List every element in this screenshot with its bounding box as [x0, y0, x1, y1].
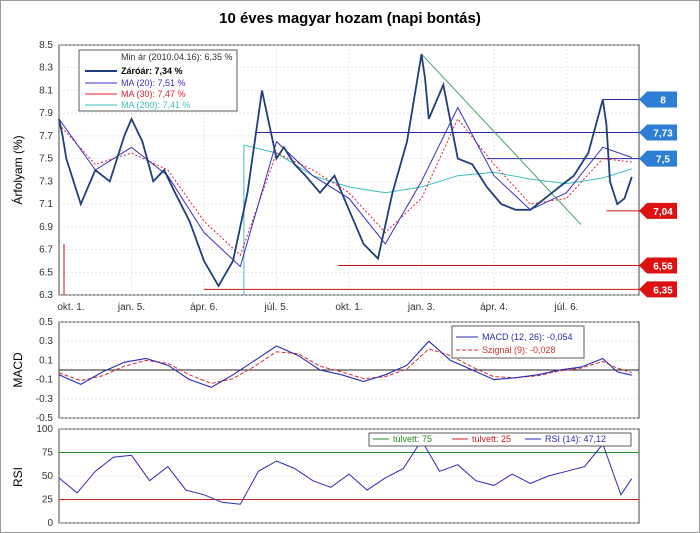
ma200-line — [243, 144, 632, 194]
price-legend-box — [78, 49, 238, 112]
chart-title: 10 éves magyar hozam (napi bontás) — [219, 10, 481, 27]
price-flag-shape — [639, 124, 677, 141]
price-flag-label: 7,5 — [656, 155, 670, 166]
price-y-tick-label: 8.5 — [39, 40, 53, 51]
price-y-tick-label: 6.5 — [39, 267, 53, 278]
rsi-legend-box — [368, 432, 632, 447]
macd-grid — [59, 321, 639, 419]
ma20-line — [58, 106, 632, 268]
macd-y-tick-label: -0.5 — [36, 413, 54, 424]
price-lines — [58, 53, 639, 295]
rsi-line — [58, 439, 633, 505]
price-flag-label: 7,73 — [653, 129, 673, 140]
macd-lines — [58, 340, 639, 388]
macd-y-ticks: 0.5 0.3 0.1 -0.1 -0.3 -0.5 — [36, 317, 54, 424]
price-flag: 7,73 — [639, 124, 677, 141]
price-flag-shape — [639, 257, 677, 274]
price-y-tick-label: 6.9 — [39, 222, 53, 233]
price-legend: Min ár (2010.04.16): 6,35 % Záróár: 7,34… — [78, 49, 238, 112]
x-tick-label: ápr. 4. — [480, 302, 508, 313]
macd-y-tick-label: 0.1 — [39, 355, 53, 366]
price-flag: 7,04 — [639, 202, 677, 219]
price-flag: 6,35 — [639, 281, 677, 298]
close-price-line — [58, 53, 633, 288]
legend-close: Záróár: 7,34 % — [121, 66, 183, 76]
x-tick-label: okt. 1. — [335, 302, 362, 313]
macd-y-tick-label: 0.3 — [39, 336, 53, 347]
rsi-legend: túlvett: 75 túlvett: 25 RSI (14): 47,12 — [368, 432, 632, 447]
price-flag-label: 8 — [660, 96, 666, 107]
legend-ob: túlvett: 75 — [393, 434, 432, 444]
x-tick-label: júl. 5. — [264, 302, 289, 313]
price-flag-shape — [639, 202, 677, 219]
x-tick-label: okt. 1. — [57, 302, 84, 313]
trend-line — [421, 53, 582, 225]
rsi-lines — [58, 439, 639, 505]
rsi-y-tick-label: 25 — [42, 495, 54, 506]
price-y-tick-label: 7.1 — [39, 199, 53, 210]
macd-y-tick-label: -0.3 — [36, 394, 54, 405]
macd-line — [58, 340, 632, 388]
legend-rsi: RSI (14): 47,12 — [545, 434, 606, 444]
rsi-y-label: RSI — [11, 467, 25, 487]
price-y-label: Árfolyam (%) — [10, 135, 25, 204]
legend-os: túlvett: 25 — [472, 434, 511, 444]
legend-ma30: MA (30): 7,47 % — [121, 89, 186, 99]
price-y-tick-label: 8.3 — [39, 63, 53, 74]
legend-min: Min ár (2010.04.16): 6,35 % — [121, 52, 233, 62]
price-flag-label: 6,35 — [653, 285, 673, 296]
price-y-tick-label: 6.3 — [39, 290, 53, 301]
macd-legend-box — [451, 325, 585, 359]
x-ticks: okt. 1. jan. 5. ápr. 6. júl. 5. okt. 1. jan. … — [57, 302, 578, 313]
price-flag-shape — [639, 281, 677, 298]
x-tick-label: júl. 6. — [554, 302, 579, 313]
price-y-tick-label: 8.1 — [39, 85, 53, 96]
legend-ma20: MA (20): 7,51 % — [121, 78, 186, 88]
price-flags: 8 7,73 7,5 7,04 6,56 6,35 — [639, 91, 677, 298]
price-flag: 7,5 — [639, 150, 677, 167]
price-y-tick-label: 7.7 — [39, 131, 53, 142]
macd-y-tick-label: -0.1 — [36, 375, 54, 386]
price-y-ticks: 8.5 8.3 8.1 7.9 7.7 7.5 7.3 7.1 6.9 6.7 6.5 6.3 — [39, 40, 53, 301]
price-y-tick-label: 7.9 — [39, 108, 53, 119]
rsi-y-tick-label: 0 — [47, 518, 53, 529]
rsi-y-tick-label: 75 — [42, 448, 54, 459]
legend-ma200: MA (200): 7,41 % — [121, 100, 191, 110]
macd-y-tick-label: 0.5 — [39, 317, 53, 328]
price-flag: 8 — [639, 91, 677, 108]
macd-legend: MACD (12, 26): -0,054 Szignál (9): -0,02… — [451, 325, 585, 359]
legend-signal: Szignál (9): -0,028 — [482, 345, 556, 355]
price-y-tick-label: 7.3 — [39, 176, 53, 187]
rsi-y-tick-label: 50 — [42, 471, 54, 482]
macd-y-label: MACD — [11, 352, 25, 388]
price-flag-shape — [639, 150, 677, 167]
rsi-y-tick-label: 100 — [36, 424, 53, 435]
price-grid — [59, 44, 639, 523]
price-flag: 6,56 — [639, 257, 677, 274]
price-flag-shape — [639, 91, 677, 108]
rsi-y-ticks: 100 75 50 25 0 — [36, 424, 53, 529]
price-y-tick-label: 7.5 — [39, 154, 53, 165]
x-tick-label: jan. 3. — [407, 302, 435, 313]
price-flag-label: 7,04 — [653, 207, 673, 218]
x-tick-label: jan. 5. — [117, 302, 145, 313]
legend-macd: MACD (12, 26): -0,054 — [482, 332, 573, 342]
price-flag-label: 6,56 — [653, 261, 673, 272]
x-tick-label: ápr. 6. — [190, 302, 218, 313]
price-y-tick-label: 6.7 — [39, 245, 53, 256]
